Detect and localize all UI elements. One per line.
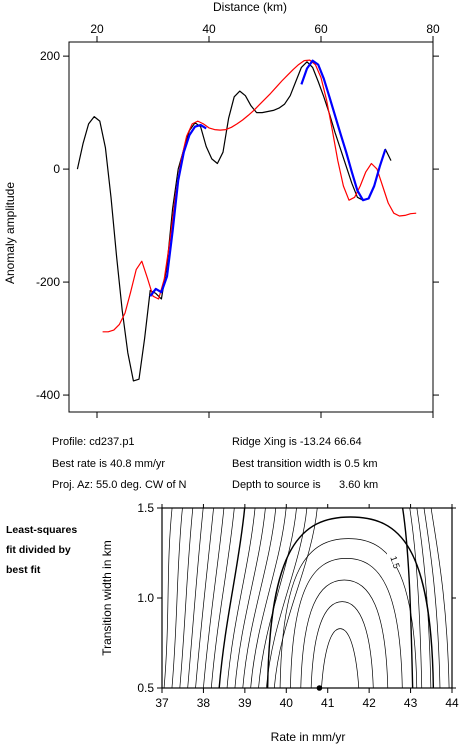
misfit-contour-chart: 37 38 39 40 41 42 43 44 0.5 1.0 1.5 1.5 Rate in mm… bbox=[100, 501, 459, 744]
contour-line bbox=[310, 601, 374, 688]
contour-y-tick-label: 1.5 bbox=[137, 501, 154, 515]
contour-line bbox=[273, 508, 318, 688]
contour-line bbox=[266, 508, 308, 688]
depth-to-source-value: 3.60 km bbox=[339, 479, 379, 491]
contour-line bbox=[210, 508, 235, 688]
contour-x-tick-label: 38 bbox=[197, 696, 211, 710]
contour-line bbox=[266, 516, 435, 688]
contour-line bbox=[300, 579, 389, 688]
contour-line bbox=[430, 508, 450, 688]
best-fit-point bbox=[316, 685, 323, 691]
contour-description-line-2: fit divided by bbox=[6, 544, 71, 556]
contour-x-axis-title: Rate in mm/yr bbox=[271, 730, 346, 744]
contour-line bbox=[203, 508, 225, 688]
x-tick-label: 20 bbox=[90, 22, 104, 36]
y-tick-label: -400 bbox=[36, 388, 60, 402]
contour-line bbox=[423, 508, 441, 688]
y-axis-title: Anomaly amplitude bbox=[3, 182, 17, 284]
best-rate: Best rate is 40.8 mm/yr bbox=[52, 458, 166, 470]
contour-line bbox=[250, 508, 287, 688]
y-tick-label: 0 bbox=[53, 162, 60, 176]
contour-line bbox=[218, 508, 246, 688]
contour-line bbox=[401, 508, 414, 688]
contour-description-line-3: best fit bbox=[6, 564, 41, 576]
contour-x-tick-label: 37 bbox=[155, 696, 169, 710]
contour-y-tick-label: 1.0 bbox=[137, 591, 154, 605]
series-line-0 bbox=[76, 61, 392, 382]
x-axis-title: Distance (km) bbox=[213, 0, 287, 14]
x-tick-label: 80 bbox=[426, 22, 440, 36]
depth-to-source-label: Depth to source is bbox=[232, 479, 321, 491]
contour-description-line-1: Least-squares bbox=[6, 524, 78, 536]
contour-line bbox=[321, 628, 360, 688]
contour-ticks: 37 38 39 40 41 42 43 44 0.5 1.0 1.5 bbox=[137, 501, 459, 710]
profile-ticks: 20 40 60 80 200 0 -200 -400 bbox=[36, 22, 440, 418]
contour-line bbox=[258, 508, 297, 688]
contour-line bbox=[234, 508, 266, 688]
contour-line bbox=[195, 508, 214, 688]
contour-line bbox=[242, 508, 277, 688]
contour-line bbox=[226, 508, 256, 688]
contour-plot-frame bbox=[161, 507, 453, 689]
contour-x-tick-label: 43 bbox=[404, 696, 418, 710]
profile-chart: 20 40 60 80 200 0 -200 -400 Distance (km) Anoma… bbox=[3, 0, 440, 418]
contour-line bbox=[279, 538, 418, 688]
contour-x-tick-label: 39 bbox=[238, 696, 252, 710]
contour-line bbox=[171, 508, 183, 688]
contour-line bbox=[290, 558, 403, 688]
contour-description: Least-squares fit divided by best fit bbox=[6, 520, 77, 580]
ridge-crossing: Ridge Xing is -13.24 66.64 bbox=[232, 436, 362, 448]
contour-x-tick-label: 41 bbox=[321, 696, 335, 710]
contour-label: 1.5 bbox=[388, 555, 401, 570]
x-tick-label: 60 bbox=[314, 22, 328, 36]
series-line-2 bbox=[149, 59, 387, 297]
contour-line bbox=[416, 508, 432, 688]
projection-azimuth: Proj. Az: 55.0 deg. CW of N bbox=[52, 479, 187, 491]
y-tick-label: -200 bbox=[36, 275, 60, 289]
contour-y-tick-label: 0.5 bbox=[137, 681, 154, 695]
contour-line bbox=[409, 508, 423, 688]
series-line-1 bbox=[102, 59, 417, 333]
profile-name: Profile: cd237.p1 bbox=[52, 436, 135, 448]
profile-plot-frame bbox=[68, 41, 434, 413]
contour-y-axis-title: Transition width in km bbox=[100, 540, 114, 656]
contour-label-bg bbox=[387, 552, 401, 568]
x-tick-label: 40 bbox=[202, 22, 216, 36]
y-tick-label: 200 bbox=[40, 49, 60, 63]
contour-line bbox=[179, 508, 194, 688]
profile-series bbox=[76, 59, 417, 382]
contour-x-tick-label: 42 bbox=[362, 696, 376, 710]
contour-x-tick-label: 40 bbox=[280, 696, 294, 710]
best-transition-width: Best transition width is 0.5 km bbox=[232, 458, 378, 470]
contour-line bbox=[163, 508, 173, 688]
contour-line bbox=[187, 508, 204, 688]
contour-x-tick-label: 44 bbox=[445, 696, 459, 710]
contour-lines bbox=[163, 508, 450, 688]
